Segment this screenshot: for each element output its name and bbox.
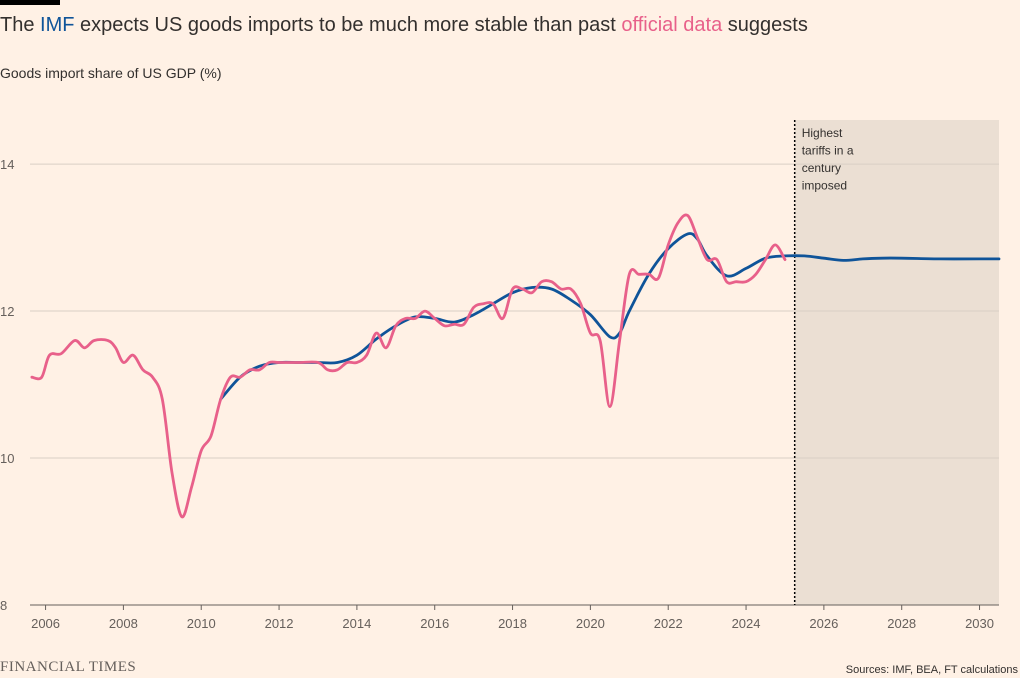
tariff-annotation-line-4: imposed (802, 179, 847, 193)
tariff-annotation-line-3: century (802, 161, 841, 175)
x-tick-label-2028: 2028 (887, 616, 916, 631)
x-tick-label-2024: 2024 (732, 616, 761, 631)
x-tick-label-2016: 2016 (420, 616, 449, 631)
y-tick-label-8: 8 (0, 598, 7, 613)
tariff-annotation-line-2: tariffs in a (802, 144, 854, 158)
source-note: Sources: IMF, BEA, FT calculations (846, 664, 1018, 676)
forecast-shaded-region (795, 120, 999, 605)
x-tick-label-2010: 2010 (187, 616, 216, 631)
x-tick-label-2012: 2012 (265, 616, 294, 631)
y-tick-label-10: 10 (0, 451, 14, 466)
x-tick-label-2022: 2022 (654, 616, 683, 631)
line-chart: 8 10 12 14 2006 2008 2010 2012 2014 2016 2018 2020 2… (0, 0, 1020, 678)
x-tick-label-2018: 2018 (498, 616, 527, 631)
series-line-official-data (32, 215, 785, 517)
x-tick-label-2014: 2014 (342, 616, 371, 631)
tariff-annotation-line-1: Highest (802, 126, 843, 140)
x-tick-label-2026: 2026 (809, 616, 838, 631)
x-tick-label-2020: 2020 (576, 616, 605, 631)
y-tick-label-12: 12 (0, 304, 14, 319)
x-tick-label-2030: 2030 (965, 616, 994, 631)
x-tick-label-2006: 2006 (31, 616, 60, 631)
x-tick-label-2008: 2008 (109, 616, 138, 631)
y-tick-label-14: 14 (0, 157, 14, 172)
ft-logo: FINANCIAL TIMES (0, 659, 136, 676)
